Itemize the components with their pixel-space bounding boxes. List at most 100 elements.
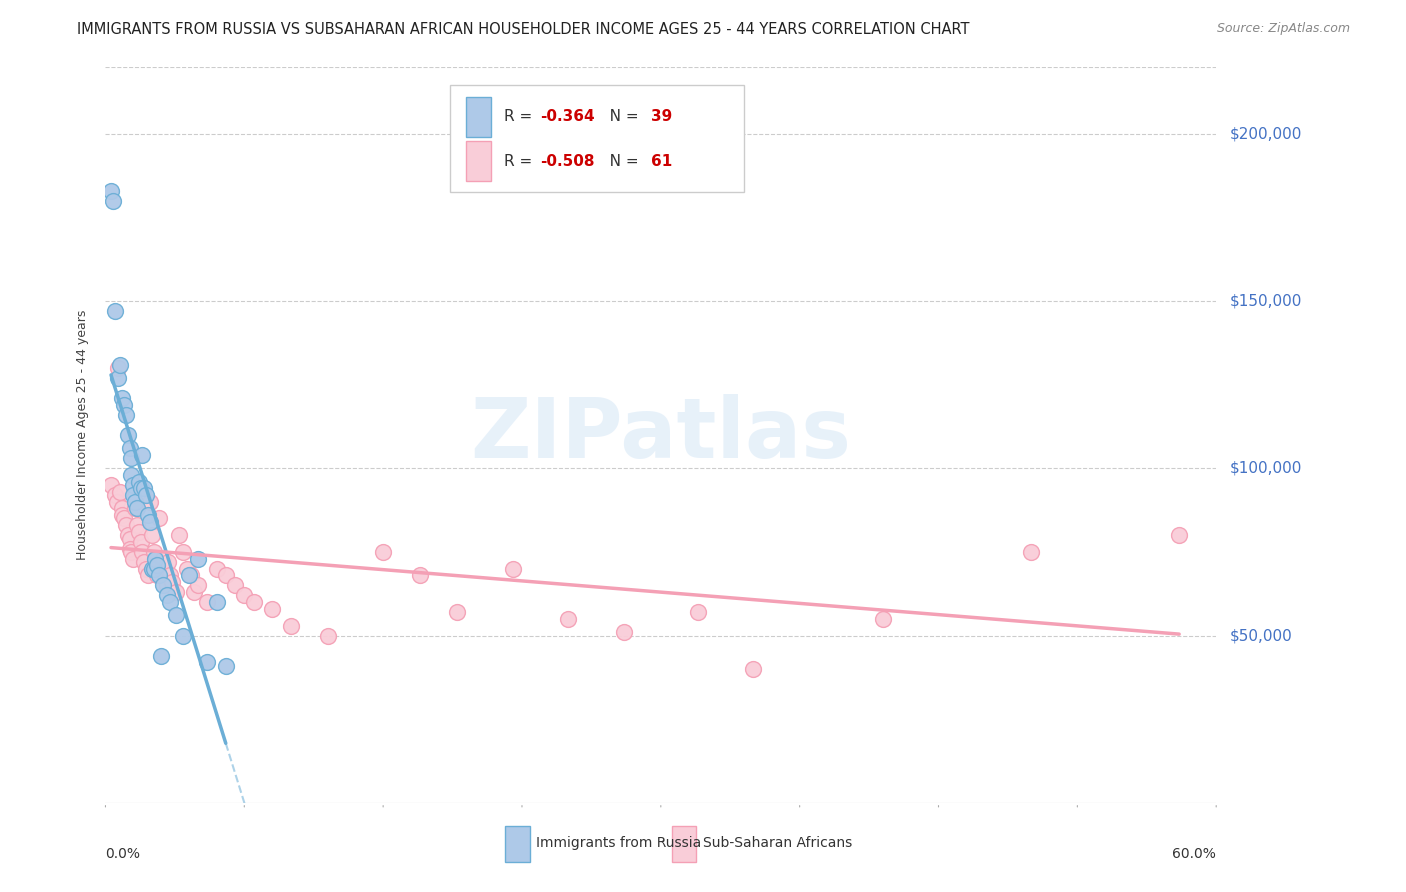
Point bbox=[502, 562, 524, 576]
Point bbox=[316, 628, 339, 642]
Point bbox=[134, 482, 156, 496]
Text: $100,000: $100,000 bbox=[1230, 461, 1302, 475]
Point bbox=[141, 562, 163, 576]
Point bbox=[233, 589, 256, 603]
Point bbox=[165, 608, 187, 623]
Text: 60.0%: 60.0% bbox=[1173, 847, 1216, 861]
Text: -0.364: -0.364 bbox=[540, 110, 595, 125]
Point bbox=[142, 562, 165, 576]
Point bbox=[128, 475, 150, 489]
Text: 0.0%: 0.0% bbox=[105, 847, 141, 861]
Point bbox=[131, 448, 153, 462]
Point bbox=[205, 595, 228, 609]
Text: N =: N = bbox=[595, 110, 644, 125]
Point bbox=[114, 518, 136, 533]
Point bbox=[148, 511, 170, 525]
Point bbox=[146, 558, 169, 573]
Point bbox=[557, 612, 579, 626]
Point bbox=[104, 488, 127, 502]
Text: R =: R = bbox=[505, 110, 537, 125]
Point bbox=[172, 628, 194, 642]
Point bbox=[371, 545, 394, 559]
Text: $150,000: $150,000 bbox=[1230, 293, 1302, 309]
Point bbox=[120, 451, 142, 466]
Point bbox=[446, 605, 468, 619]
Point bbox=[112, 398, 135, 412]
Point bbox=[135, 562, 157, 576]
Point bbox=[122, 478, 145, 492]
Point bbox=[125, 501, 148, 516]
Point bbox=[110, 358, 132, 372]
Text: $50,000: $50,000 bbox=[1230, 628, 1294, 643]
Point bbox=[205, 562, 228, 576]
Point bbox=[159, 595, 181, 609]
Point bbox=[117, 427, 139, 442]
Point bbox=[135, 488, 157, 502]
Point bbox=[177, 568, 200, 582]
Point bbox=[1168, 528, 1191, 542]
Point bbox=[107, 361, 129, 376]
Point bbox=[131, 545, 153, 559]
Point bbox=[145, 551, 167, 566]
Point bbox=[224, 578, 246, 592]
Point bbox=[124, 501, 146, 516]
Text: Sub-Saharan Africans: Sub-Saharan Africans bbox=[703, 837, 852, 850]
Point bbox=[157, 555, 180, 569]
Point bbox=[686, 605, 709, 619]
Point bbox=[111, 391, 134, 405]
Point bbox=[129, 482, 152, 496]
Point bbox=[409, 568, 432, 582]
Point bbox=[125, 518, 148, 533]
Point bbox=[150, 562, 172, 576]
Text: R =: R = bbox=[505, 153, 537, 169]
Point bbox=[111, 501, 134, 516]
Point bbox=[110, 484, 132, 499]
Point bbox=[176, 562, 198, 576]
Text: IMMIGRANTS FROM RUSSIA VS SUBSAHARAN AFRICAN HOUSEHOLDER INCOME AGES 25 - 44 YEA: IMMIGRANTS FROM RUSSIA VS SUBSAHARAN AFR… bbox=[77, 22, 970, 37]
Text: -0.508: -0.508 bbox=[540, 153, 595, 169]
Point bbox=[124, 494, 146, 508]
Point bbox=[120, 545, 142, 559]
Point bbox=[152, 551, 174, 566]
Point bbox=[136, 568, 159, 582]
Text: Source: ZipAtlas.com: Source: ZipAtlas.com bbox=[1216, 22, 1350, 36]
Point bbox=[148, 568, 170, 582]
Point bbox=[159, 568, 181, 582]
Point bbox=[160, 575, 183, 590]
Point bbox=[155, 578, 177, 592]
Point bbox=[152, 578, 174, 592]
Point bbox=[101, 194, 124, 208]
Point bbox=[111, 508, 134, 523]
Point bbox=[180, 568, 202, 582]
Text: Immigrants from Russia: Immigrants from Russia bbox=[537, 837, 702, 850]
Point bbox=[242, 595, 264, 609]
Point bbox=[122, 488, 145, 502]
Text: $200,000: $200,000 bbox=[1230, 127, 1302, 141]
Point bbox=[165, 585, 187, 599]
Point bbox=[146, 568, 169, 582]
Point bbox=[136, 508, 159, 523]
Point bbox=[114, 408, 136, 422]
Point bbox=[172, 545, 194, 559]
Point bbox=[187, 551, 209, 566]
FancyBboxPatch shape bbox=[467, 141, 491, 181]
Point bbox=[262, 602, 284, 616]
Point bbox=[118, 532, 141, 546]
Point bbox=[100, 478, 122, 492]
Point bbox=[215, 658, 238, 673]
Point bbox=[153, 568, 176, 582]
Point bbox=[142, 545, 165, 559]
Point bbox=[155, 589, 177, 603]
Point bbox=[122, 551, 145, 566]
Text: 61: 61 bbox=[651, 153, 672, 169]
Point bbox=[872, 612, 894, 626]
Point bbox=[118, 441, 141, 455]
Text: 39: 39 bbox=[651, 110, 672, 125]
FancyBboxPatch shape bbox=[467, 96, 491, 137]
Point bbox=[613, 625, 636, 640]
Point bbox=[104, 304, 127, 318]
Point bbox=[100, 184, 122, 198]
Point bbox=[107, 371, 129, 385]
Point bbox=[129, 534, 152, 549]
Point bbox=[118, 541, 141, 556]
